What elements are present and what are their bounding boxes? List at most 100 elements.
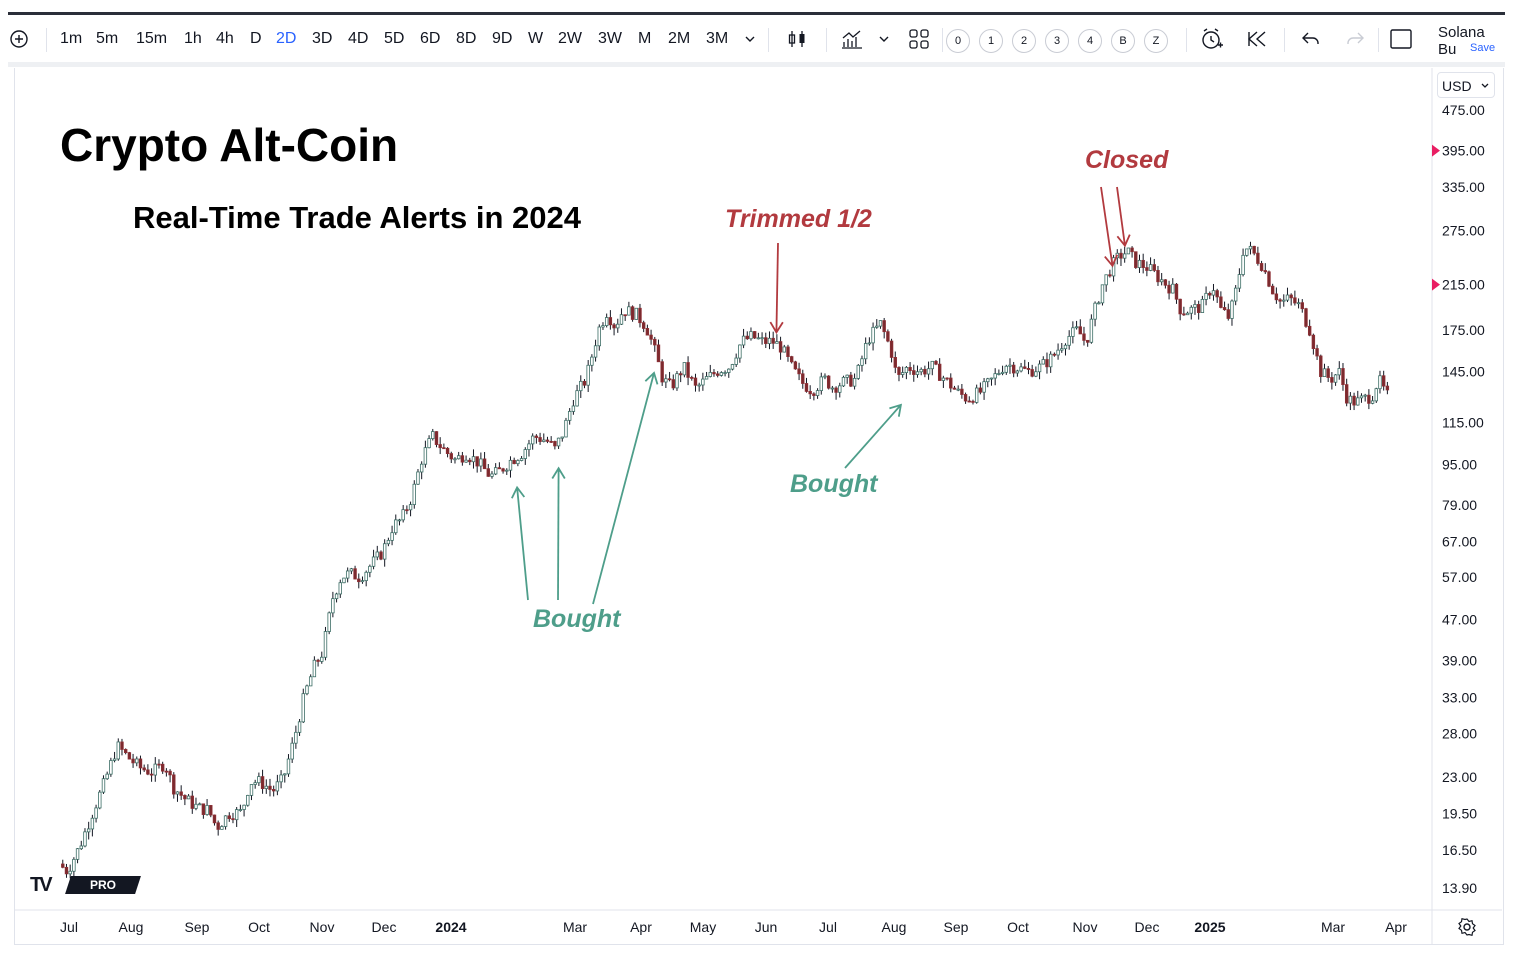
- replay-icon[interactable]: [1246, 28, 1268, 50]
- candles-icon[interactable]: [786, 28, 808, 50]
- candle-body: [719, 372, 724, 376]
- interval-15m[interactable]: 15m: [136, 30, 168, 47]
- candle-body: [1200, 299, 1205, 313]
- interval-8d[interactable]: 8D: [456, 30, 477, 47]
- candle-body: [382, 543, 387, 560]
- interval-5m[interactable]: 5m: [96, 30, 119, 47]
- layout-slot-z[interactable]: Z: [1144, 29, 1168, 53]
- candle-body: [1174, 283, 1179, 300]
- annotation-arrowhead: [644, 371, 659, 385]
- candle-body: [586, 364, 590, 386]
- interval-2w[interactable]: 2W: [558, 30, 582, 47]
- candle-body: [1337, 368, 1341, 376]
- candle-body: [1004, 365, 1008, 373]
- candle-body: [338, 582, 342, 595]
- candle-body: [486, 468, 490, 477]
- interval-d[interactable]: D: [250, 30, 262, 47]
- fullscreen-icon[interactable]: [1390, 28, 1412, 50]
- candle-body: [1352, 395, 1356, 406]
- layout-slot-4[interactable]: 4: [1078, 29, 1102, 53]
- candle-body: [575, 390, 579, 407]
- interval-4d[interactable]: 4D: [348, 30, 369, 47]
- candle-body: [1367, 394, 1371, 404]
- candle-body: [1037, 363, 1042, 373]
- undo-icon[interactable]: [1300, 28, 1322, 50]
- interval-3w[interactable]: 3W: [598, 30, 622, 47]
- layouts-icon[interactable]: [908, 28, 930, 50]
- y-tick-label: 33.00: [1442, 690, 1477, 706]
- indicators-icon[interactable]: [840, 28, 864, 50]
- layout-slot-3[interactable]: 3: [1045, 29, 1069, 53]
- x-tick-label: 2024: [435, 919, 466, 935]
- account-name[interactable]: Solana Bu: [1438, 24, 1485, 58]
- price-marker: [1432, 278, 1440, 291]
- interval-2d[interactable]: 2D: [276, 30, 297, 47]
- candle-body: [882, 320, 886, 333]
- candle-body: [234, 809, 239, 821]
- candle-body: [216, 822, 220, 830]
- redo-icon[interactable]: [1344, 28, 1366, 50]
- candle-body: [83, 831, 87, 847]
- candle-body: [79, 845, 83, 850]
- candle-body: [1311, 334, 1316, 349]
- interval-m[interactable]: M: [638, 30, 652, 47]
- currency-selector[interactable]: USD: [1437, 72, 1495, 98]
- candle-body: [371, 556, 376, 567]
- candle-body: [919, 368, 923, 373]
- layout-slot-0[interactable]: 0: [946, 29, 970, 53]
- candle-body: [997, 373, 1001, 375]
- candle-body: [819, 376, 823, 391]
- interval-w[interactable]: W: [528, 30, 544, 47]
- candle-body: [186, 795, 191, 800]
- candle-body: [1167, 284, 1171, 294]
- interval-1m[interactable]: 1m: [60, 30, 83, 47]
- x-tick-label: Apr: [1385, 919, 1407, 935]
- candle-body: [941, 377, 946, 381]
- interval-3m[interactable]: 3M: [706, 30, 729, 47]
- candle-body: [1097, 302, 1101, 305]
- chevron-down-icon[interactable]: [744, 34, 756, 44]
- x-tick-label: Mar: [563, 919, 587, 935]
- y-tick-label: 79.00: [1442, 497, 1477, 513]
- candle-body: [949, 377, 953, 389]
- candle-body: [823, 375, 827, 378]
- candle-body: [1378, 375, 1382, 390]
- add-symbol-icon[interactable]: [8, 28, 30, 50]
- alert-icon[interactable]: [1200, 27, 1224, 51]
- layout-slot-2[interactable]: 2: [1012, 29, 1036, 53]
- candle-body: [671, 379, 675, 389]
- x-tick-label: Dec: [372, 919, 397, 935]
- toolbar-separator: [942, 28, 943, 52]
- toolbar-separator: [826, 28, 827, 52]
- candle-body: [423, 447, 428, 465]
- interval-6d[interactable]: 6D: [420, 30, 441, 47]
- interval-2m[interactable]: 2M: [668, 30, 691, 47]
- candle-body: [1078, 326, 1082, 335]
- candle-body: [405, 509, 409, 512]
- candle-body: [875, 325, 879, 328]
- interval-4h[interactable]: 4h: [216, 30, 234, 47]
- candle-body: [290, 742, 294, 760]
- interval-5d[interactable]: 5D: [384, 30, 405, 47]
- candle-body: [1134, 251, 1138, 268]
- layout-slot-1[interactable]: 1: [979, 29, 1003, 53]
- candle-body: [1259, 263, 1264, 271]
- interval-3d[interactable]: 3D: [312, 30, 333, 47]
- candle-body: [789, 356, 794, 363]
- candle-body: [312, 659, 317, 678]
- layout-slot-b[interactable]: B: [1111, 29, 1135, 53]
- annotation-bought-2: Bought: [790, 470, 878, 498]
- candle-body: [693, 377, 698, 386]
- gear-icon[interactable]: [1457, 917, 1477, 937]
- candle-body: [316, 659, 320, 662]
- save-button[interactable]: Save: [1470, 42, 1496, 54]
- interval-9d[interactable]: 9D: [492, 30, 513, 47]
- candle-body: [634, 307, 638, 320]
- x-tick-label: Oct: [248, 919, 270, 935]
- chevron-down-icon[interactable]: [878, 34, 890, 44]
- candle-body: [1300, 302, 1304, 310]
- candle-body: [1108, 274, 1112, 277]
- interval-1h[interactable]: 1h: [184, 30, 202, 47]
- candle-body: [449, 453, 453, 460]
